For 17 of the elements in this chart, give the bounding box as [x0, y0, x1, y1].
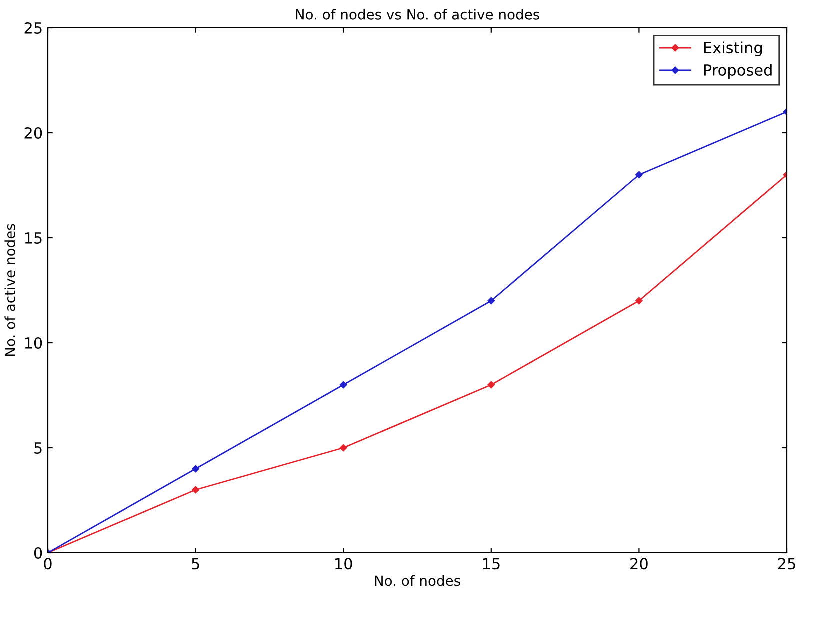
x-axis-title: No. of nodes: [375, 575, 460, 586]
y-tick-label: 10: [25, 337, 42, 350]
y-tick-label: 0: [34, 547, 42, 560]
legend-label: Proposed: [704, 64, 772, 79]
y-axis-title: No. of active nodes: [4, 224, 16, 356]
x-tick-label: 5: [192, 558, 200, 570]
legend-label: Existing: [704, 42, 762, 57]
y-tick-label: 15: [25, 232, 42, 244]
y-tick-label: 25: [24, 22, 42, 34]
y-tick-label: 5: [34, 442, 42, 454]
x-tick-label: 10: [336, 558, 352, 570]
chart-title: No. of nodes vs No. of active nodes: [296, 9, 540, 20]
x-tick-label: 15: [483, 558, 500, 570]
y-tick-label: 20: [24, 127, 42, 140]
x-tick-label: 0: [44, 558, 52, 570]
x-tick-label: 25: [778, 558, 796, 570]
x-tick-label: 20: [630, 558, 648, 570]
